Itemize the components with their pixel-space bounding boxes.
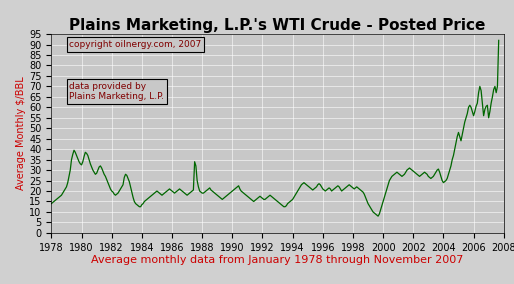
Title: Plains Marketing, L.P.'s WTI Crude - Posted Price: Plains Marketing, L.P.'s WTI Crude - Pos… — [69, 18, 486, 33]
Y-axis label: Average Monthly $/BBL: Average Monthly $/BBL — [16, 77, 26, 190]
Text: data provided by
Plains Marketing, L.P.: data provided by Plains Marketing, L.P. — [69, 82, 164, 101]
Text: copyright oilnergy.com, 2007: copyright oilnergy.com, 2007 — [69, 40, 201, 49]
X-axis label: Average monthly data from January 1978 through November 2007: Average monthly data from January 1978 t… — [91, 255, 464, 265]
